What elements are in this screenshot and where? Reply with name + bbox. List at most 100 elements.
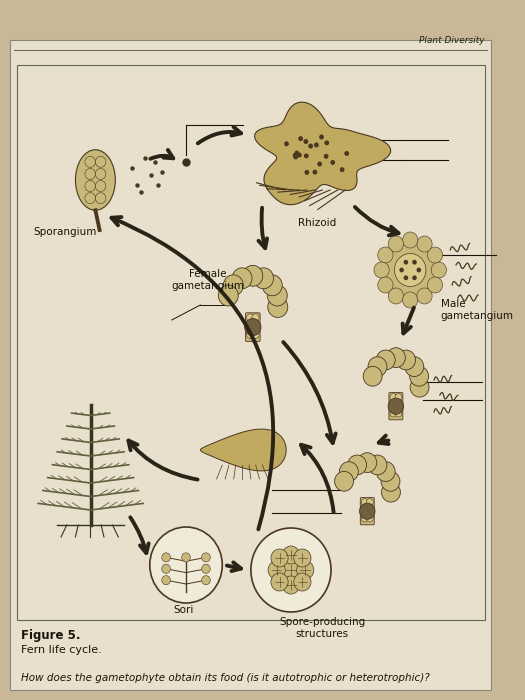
Circle shape — [403, 232, 418, 248]
Circle shape — [232, 268, 252, 288]
Circle shape — [363, 366, 382, 386]
Text: Sori: Sori — [173, 605, 193, 615]
Circle shape — [304, 170, 309, 175]
Circle shape — [376, 350, 395, 370]
Circle shape — [297, 561, 314, 579]
Circle shape — [366, 514, 373, 522]
Circle shape — [282, 561, 300, 579]
Circle shape — [252, 314, 259, 321]
Circle shape — [366, 498, 373, 506]
Circle shape — [348, 455, 366, 475]
Circle shape — [284, 141, 289, 146]
Circle shape — [388, 236, 404, 252]
Circle shape — [417, 288, 432, 304]
Circle shape — [312, 169, 317, 174]
Circle shape — [246, 314, 254, 321]
Circle shape — [386, 348, 405, 368]
Circle shape — [405, 357, 424, 377]
Circle shape — [404, 275, 408, 280]
Circle shape — [304, 153, 309, 158]
Circle shape — [410, 366, 428, 386]
Circle shape — [395, 410, 402, 417]
Circle shape — [246, 331, 254, 339]
Circle shape — [417, 236, 432, 252]
Circle shape — [293, 153, 298, 158]
Ellipse shape — [76, 150, 116, 210]
Circle shape — [162, 553, 171, 562]
Circle shape — [324, 154, 329, 159]
Circle shape — [246, 322, 254, 330]
Circle shape — [303, 139, 308, 144]
Text: Rhizoid: Rhizoid — [298, 218, 336, 228]
Circle shape — [243, 265, 263, 286]
Circle shape — [252, 322, 259, 330]
Circle shape — [395, 393, 402, 401]
FancyBboxPatch shape — [389, 393, 403, 420]
Circle shape — [330, 160, 335, 165]
Circle shape — [294, 549, 311, 567]
Circle shape — [308, 144, 313, 148]
Circle shape — [361, 514, 368, 522]
Circle shape — [358, 453, 377, 473]
Circle shape — [182, 553, 191, 562]
Circle shape — [293, 155, 298, 160]
Circle shape — [254, 268, 274, 288]
Circle shape — [390, 410, 397, 417]
Circle shape — [224, 275, 243, 296]
Circle shape — [381, 471, 400, 491]
Circle shape — [202, 564, 211, 573]
Text: Plant Diversity: Plant Diversity — [419, 36, 485, 45]
Circle shape — [431, 262, 446, 278]
Circle shape — [162, 564, 171, 573]
Circle shape — [388, 398, 404, 414]
Circle shape — [412, 260, 417, 265]
Circle shape — [202, 575, 211, 584]
Circle shape — [366, 507, 373, 514]
Circle shape — [360, 503, 375, 519]
Circle shape — [252, 331, 259, 339]
Circle shape — [376, 462, 395, 482]
Circle shape — [282, 576, 300, 594]
Circle shape — [294, 573, 311, 591]
Circle shape — [245, 318, 261, 336]
Circle shape — [262, 275, 282, 296]
Circle shape — [271, 549, 288, 567]
Circle shape — [361, 507, 368, 514]
Circle shape — [202, 553, 211, 562]
Circle shape — [396, 350, 415, 370]
Circle shape — [395, 402, 402, 409]
Circle shape — [282, 546, 300, 564]
Circle shape — [271, 573, 288, 591]
Circle shape — [410, 377, 429, 397]
Text: Sporangium: Sporangium — [33, 227, 97, 237]
Circle shape — [394, 253, 426, 286]
Circle shape — [412, 275, 417, 280]
Circle shape — [400, 267, 404, 272]
FancyBboxPatch shape — [246, 313, 260, 342]
Text: Fern life cycle.: Fern life cycle. — [21, 645, 102, 655]
Polygon shape — [201, 429, 286, 471]
Circle shape — [368, 357, 387, 377]
Circle shape — [314, 143, 319, 148]
Circle shape — [378, 247, 393, 263]
Circle shape — [319, 134, 324, 139]
Circle shape — [218, 285, 238, 306]
Circle shape — [368, 455, 387, 475]
Circle shape — [416, 267, 421, 272]
Circle shape — [340, 167, 344, 172]
Circle shape — [268, 561, 285, 579]
Circle shape — [297, 153, 302, 158]
Circle shape — [382, 482, 401, 502]
Circle shape — [267, 285, 287, 306]
Text: Spore-producing
structures: Spore-producing structures — [279, 617, 365, 638]
Circle shape — [403, 292, 418, 308]
Text: Figure 5.: Figure 5. — [21, 629, 80, 641]
Circle shape — [390, 393, 397, 401]
Circle shape — [334, 471, 353, 491]
Circle shape — [361, 498, 368, 506]
Circle shape — [344, 151, 349, 156]
Circle shape — [427, 247, 443, 263]
Circle shape — [251, 528, 331, 612]
Circle shape — [388, 288, 404, 304]
Circle shape — [378, 277, 393, 293]
